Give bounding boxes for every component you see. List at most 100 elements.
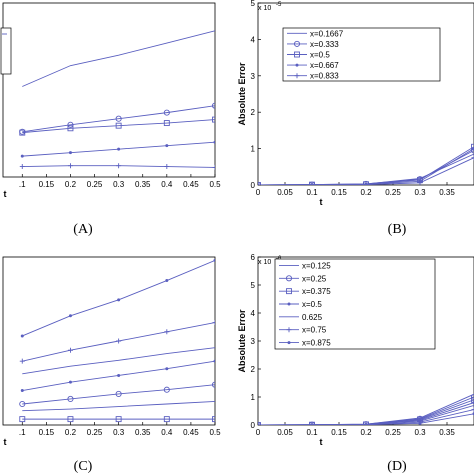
legend-entry-label: x=0.833 [310, 72, 339, 81]
x-axis-label: t [4, 437, 7, 447]
legend-entry-label: x=0.875 [302, 339, 331, 348]
data-point-marker [417, 180, 423, 185]
data-point-marker [115, 115, 122, 122]
series-line-1 [22, 259, 215, 337]
data-point-marker [19, 416, 26, 423]
x-tick-label: 0.2 [360, 188, 372, 197]
y-axis-exponent-power: -5 [276, 2, 282, 8]
data-point-marker [213, 359, 215, 363]
x-tick-label: 0.15 [331, 188, 347, 197]
chart-panel-d: 0 0.05 0.1 0.15 0.2 0.25 0.3 0.35 0 1 2 3 4 5 6 t Absolu… [237, 253, 474, 474]
x-tick-label: 0.25 [87, 428, 103, 437]
data-point-marker [310, 423, 314, 425]
plot-area [19, 30, 215, 170]
data-point-marker [20, 389, 24, 393]
data-point-marker [212, 116, 215, 123]
series-line-1 [258, 393, 474, 425]
y-tick-label: 0 [251, 421, 256, 430]
axes-frame [2, 2, 216, 178]
y-tick-label: 2 [251, 108, 256, 117]
data-point-marker [19, 164, 25, 170]
data-point-marker [115, 416, 122, 423]
plot-area [19, 258, 215, 423]
legend-entry-label: x=0.25 [302, 274, 327, 283]
x-tick-label: 0.3 [113, 428, 125, 437]
x-tick-label: 0.4 [161, 180, 173, 189]
x-tick-label: 0.15 [331, 428, 347, 437]
data-point-marker [68, 380, 72, 384]
data-point-marker [309, 182, 315, 185]
plot-area [258, 393, 474, 425]
x-tick-label: 0.2 [65, 428, 77, 437]
x-tick-label: 0.35 [135, 428, 151, 437]
data-point-marker [212, 416, 215, 423]
panel-label: (C) [74, 459, 93, 474]
series-line-5 [22, 384, 215, 405]
data-point-marker [164, 164, 170, 170]
data-point-marker [19, 400, 26, 408]
y-tick-label: 1 [251, 145, 256, 154]
data-point-marker [67, 121, 74, 128]
data-point-marker [115, 122, 122, 129]
x-tick-label: .1 [19, 428, 26, 437]
x-tick-label: 0.3 [414, 188, 426, 197]
data-point-marker [213, 140, 215, 144]
x-tick-label: 0.25 [385, 188, 401, 197]
data-point-marker [418, 421, 422, 425]
y-tick-label: 3 [251, 337, 256, 346]
legend-marker [294, 73, 300, 79]
legend-entry-label: x=0.125 [302, 261, 331, 270]
data-point-marker [20, 334, 24, 338]
data-point-marker [117, 147, 121, 151]
data-point-marker [165, 367, 169, 371]
x-tick-label: 0.3 [414, 428, 426, 437]
data-point-marker [163, 386, 170, 393]
data-point-marker [211, 381, 215, 388]
legend-entry-label: 0.625 [302, 313, 323, 322]
chart-panel-c: .1 0.15 0.2 0.25 0.3 0.35 0.4 0.45 0.5 t (C) [2, 256, 221, 474]
data-point-marker [67, 125, 74, 132]
data-point-marker [164, 329, 170, 335]
series-line-6 [22, 401, 215, 412]
panel-label: (D) [387, 459, 407, 474]
chart-panel-b: 0 0.05 0.1 0.15 0.2 0.25 0.3 0.35 0 1 2 3 4 5 t Absolut… [237, 0, 474, 237]
y-tick-label: 3 [251, 72, 256, 81]
x-tick-label: 0.35 [135, 180, 151, 189]
data-point-marker [117, 373, 121, 377]
data-point-marker [67, 347, 73, 353]
data-point-marker [309, 422, 315, 425]
series-line-3 [258, 146, 474, 185]
x-tick-label: 0.05 [277, 188, 293, 197]
legend-entry-label: x=0.5 [302, 300, 322, 309]
legend-marker [285, 275, 293, 282]
data-point-marker [67, 163, 73, 169]
x-tick-label: 0.25 [87, 180, 103, 189]
panel-label: (B) [388, 222, 407, 237]
x-tick-label: 0 [256, 428, 261, 437]
data-point-marker [165, 279, 169, 283]
series-line-2 [258, 150, 474, 185]
x-tick-label: 0.3 [113, 180, 125, 189]
legend-entry-label: x=0.667 [310, 61, 339, 70]
legend-entry-label: x=0.375 [302, 287, 331, 296]
series-line-2 [258, 396, 474, 425]
data-point-marker [364, 423, 368, 425]
legend-entry-label: x=0.5 [310, 51, 330, 60]
legend-marker [286, 327, 292, 333]
x-tick-label: 0 [256, 188, 261, 197]
y-axis-exponent: x 10 [258, 259, 271, 266]
plot-area [258, 143, 474, 185]
y-axis-label: Absolute Error [237, 62, 247, 126]
data-point-marker [116, 163, 122, 169]
data-point-marker [163, 109, 170, 116]
x-tick-label: 0.2 [65, 180, 77, 189]
legend-marker [295, 63, 299, 67]
y-tick-label: 5 [251, 0, 256, 8]
x-tick-label: 0.35 [439, 428, 455, 437]
data-point-marker [68, 151, 72, 155]
legend-entry-label: x=0.75 [302, 326, 327, 335]
x-tick-label: 0.15 [39, 428, 55, 437]
y-tick-label: 4 [251, 309, 256, 318]
data-point-marker [211, 102, 215, 109]
